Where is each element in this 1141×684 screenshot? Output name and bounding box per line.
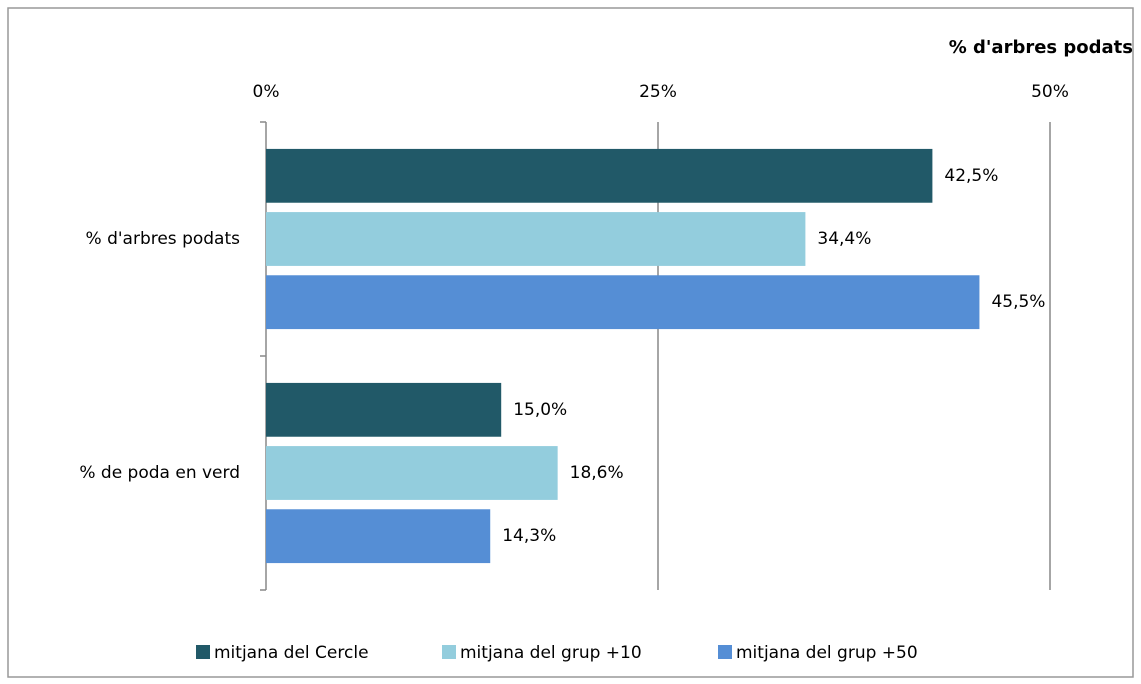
axis-title: % d'arbres podats: [949, 37, 1133, 58]
bar: [266, 382, 502, 437]
chart-frame: [7, 7, 1134, 678]
value-label: 14,3%: [502, 526, 556, 546]
bar: [266, 509, 491, 564]
legend-label: mitjana del Cercle: [214, 643, 369, 663]
legend-label: mitjana del grup +10: [460, 643, 642, 663]
x-tick-label: 25%: [639, 82, 677, 102]
value-label: 15,0%: [513, 400, 567, 420]
x-tick-label: 0%: [253, 82, 280, 102]
value-label: 18,6%: [570, 463, 624, 483]
value-label: 45,5%: [991, 292, 1045, 312]
bar: [266, 446, 558, 500]
legend-swatch: [718, 645, 732, 659]
category-label: % d'arbres podats: [86, 229, 241, 249]
category-label: % de poda en verd: [79, 463, 240, 483]
legend-label: mitjana del grup +50: [736, 643, 918, 663]
legend-swatch: [442, 645, 456, 659]
value-label: 34,4%: [817, 229, 871, 249]
bar: [266, 212, 806, 266]
bar: [266, 148, 933, 203]
legend-swatch: [196, 645, 210, 659]
bar: [266, 275, 980, 330]
x-tick-label: 50%: [1031, 82, 1069, 102]
value-label: 42,5%: [944, 166, 998, 186]
